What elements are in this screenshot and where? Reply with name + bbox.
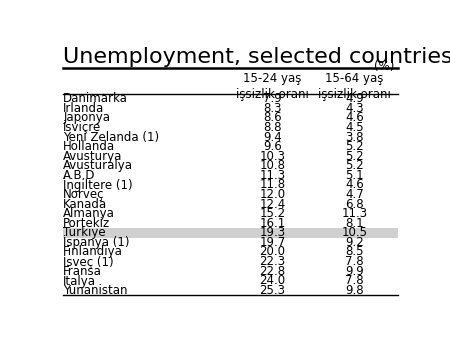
Text: (%): (%) <box>374 60 395 73</box>
Text: 15-24 yaş
işsizlik oranı: 15-24 yaş işsizlik oranı <box>236 72 309 101</box>
Text: 12.0: 12.0 <box>259 188 286 201</box>
Text: 19.3: 19.3 <box>259 226 286 239</box>
Text: 10.5: 10.5 <box>342 226 368 239</box>
Text: 11.3: 11.3 <box>342 207 368 220</box>
Text: 4.6: 4.6 <box>345 111 364 124</box>
Text: İngiltere (1): İngiltere (1) <box>63 178 133 192</box>
Text: Almanya: Almanya <box>63 207 115 220</box>
Text: Hollanda: Hollanda <box>63 140 115 153</box>
Text: Japonya: Japonya <box>63 111 110 124</box>
Text: 7.9: 7.9 <box>263 92 282 105</box>
Text: 15-64 yaş
işsizlik oranı: 15-64 yaş işsizlik oranı <box>318 72 391 101</box>
Text: 22.8: 22.8 <box>259 265 286 277</box>
Text: 5.2: 5.2 <box>345 150 364 163</box>
Text: İsveç (1): İsveç (1) <box>63 255 114 269</box>
Text: 10.8: 10.8 <box>260 159 285 172</box>
Text: Avusturya: Avusturya <box>63 150 122 163</box>
Text: 25.3: 25.3 <box>260 284 285 297</box>
Text: 10.3: 10.3 <box>260 150 285 163</box>
Text: 4.6: 4.6 <box>345 178 364 191</box>
Text: 3.8: 3.8 <box>345 130 364 144</box>
Text: 12.4: 12.4 <box>259 198 286 211</box>
Text: 7.8: 7.8 <box>345 274 364 287</box>
Text: Portekiz: Portekiz <box>63 217 111 230</box>
Text: 4.9: 4.9 <box>345 92 364 105</box>
Text: 9.8: 9.8 <box>345 284 364 297</box>
Text: 4.3: 4.3 <box>345 102 364 115</box>
Text: 7.8: 7.8 <box>345 255 364 268</box>
Text: 20.0: 20.0 <box>260 245 285 259</box>
Text: İspanya (1): İspanya (1) <box>63 236 130 249</box>
Text: 9.6: 9.6 <box>263 140 282 153</box>
Text: Unemployment, selected countries, 2005: Unemployment, selected countries, 2005 <box>63 47 450 67</box>
Text: 16.1: 16.1 <box>259 217 286 230</box>
Text: Fransa: Fransa <box>63 265 102 277</box>
Text: 6.8: 6.8 <box>345 198 364 211</box>
Text: Avusturalya: Avusturalya <box>63 159 133 172</box>
Bar <box>63 228 398 238</box>
Text: 24.0: 24.0 <box>259 274 286 287</box>
Text: İrlanda: İrlanda <box>63 102 104 115</box>
Text: 9.4: 9.4 <box>263 130 282 144</box>
Text: 19.7: 19.7 <box>259 236 286 249</box>
Text: İtalya: İtalya <box>63 274 96 288</box>
Text: 8.8: 8.8 <box>263 121 282 134</box>
Text: Norveç: Norveç <box>63 188 105 201</box>
Text: 4.5: 4.5 <box>345 121 364 134</box>
Text: İsviçre: İsviçre <box>63 120 101 135</box>
Text: 5.1: 5.1 <box>345 169 364 182</box>
Text: 8.5: 8.5 <box>345 245 364 259</box>
Text: Yunanistan: Yunanistan <box>63 284 128 297</box>
Text: 11.8: 11.8 <box>259 178 286 191</box>
Text: Türkiye: Türkiye <box>63 226 106 239</box>
Text: Yeni Zelanda (1): Yeni Zelanda (1) <box>63 130 159 144</box>
Text: 5.2: 5.2 <box>345 140 364 153</box>
Text: A.B.D: A.B.D <box>63 169 96 182</box>
Text: 22.3: 22.3 <box>259 255 286 268</box>
Text: Kanada: Kanada <box>63 198 108 211</box>
Text: 9.2: 9.2 <box>345 236 364 249</box>
Text: 11.3: 11.3 <box>259 169 286 182</box>
Text: 8.3: 8.3 <box>263 102 282 115</box>
Text: 9.9: 9.9 <box>345 265 364 277</box>
Text: 5.2: 5.2 <box>345 159 364 172</box>
Text: 8.1: 8.1 <box>345 217 364 230</box>
Text: 8.6: 8.6 <box>263 111 282 124</box>
Text: Danimarka: Danimarka <box>63 92 128 105</box>
Text: 4.7: 4.7 <box>345 188 364 201</box>
Text: 15.2: 15.2 <box>259 207 286 220</box>
Text: Finlandiya: Finlandiya <box>63 245 123 259</box>
